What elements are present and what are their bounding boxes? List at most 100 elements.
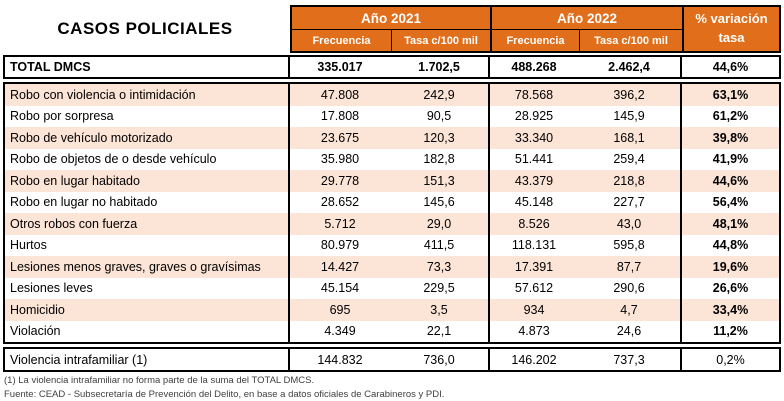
total-variation: 44,6%	[712, 60, 749, 74]
data-rows-block: Robo con violencia o intimidación 47.808 2…	[3, 82, 781, 344]
header-variation: % variación tasa	[684, 7, 779, 51]
table-row: Lesiones menos graves, graves o gravísim…	[5, 256, 779, 278]
rate-2022: 227,7	[578, 191, 682, 213]
vif-row-label: Violencia intrafamiliar (1)	[5, 349, 290, 370]
header-rate-2021: Tasa c/100 mil	[392, 29, 492, 51]
variation: 48,1%	[712, 216, 749, 231]
header-variation-line2: tasa	[718, 30, 745, 45]
rate-2022: 259,4	[578, 148, 682, 170]
row-label: Lesiones leves	[5, 277, 290, 299]
frequency-2022: 8.526	[518, 216, 550, 231]
rate-2021: 182,8	[390, 148, 490, 170]
rate-2022: 595,8	[578, 234, 682, 256]
row-label: Otros robos con fuerza	[5, 213, 290, 235]
frequency-2021: 5.712	[324, 216, 356, 231]
rate-2022: 290,6	[578, 277, 682, 299]
frequency-2021: 14.427	[320, 259, 360, 274]
frequency-2022: 51.441	[514, 152, 554, 167]
frequency-2021: 695	[329, 302, 351, 317]
row-label: Robo en lugar no habitado	[5, 191, 290, 213]
variation: 19,6%	[712, 259, 749, 274]
frequency-2021: 45.154	[320, 281, 360, 296]
row-label: Lesiones menos graves, graves o gravísim…	[5, 256, 290, 278]
vif-rate-2021: 736,0	[390, 349, 490, 370]
variation: 41,9%	[712, 152, 749, 167]
total-frequency-2022: 488.268	[511, 60, 557, 74]
frequency-2021: 80.979	[320, 238, 360, 253]
vif-variation: 0,2%	[716, 352, 745, 367]
variation: 11,2%	[713, 324, 748, 339]
variation: 61,2%	[712, 109, 749, 124]
rate-2022: 145,9	[578, 105, 682, 127]
frequency-2022: 43.379	[514, 173, 554, 188]
rate-2021: 3,5	[390, 299, 490, 321]
table-row: Homicidio 695 3,5 934 4,7 33,4%	[5, 299, 779, 321]
total-frequency-2021: 335.017	[317, 60, 363, 74]
table-header: Año 2021 Año 2022 % variación tasa Frecu…	[290, 5, 781, 53]
vif-frequency-2021: 144.832	[317, 352, 363, 367]
total-row-label: TOTAL DMCS	[5, 57, 290, 77]
row-label: Hurtos	[5, 234, 290, 256]
frequency-2021: 28.652	[320, 195, 360, 210]
table-row: Robo de objetos de o desde vehículo 35.98…	[5, 148, 779, 170]
frequency-2022: 934	[523, 302, 545, 317]
total-row: TOTAL DMCS 335.017 1.702,5 488.268 2.462…	[5, 57, 779, 77]
rate-2021: 411,5	[390, 234, 490, 256]
rate-2021: 73,3	[390, 256, 490, 278]
table-row: Hurtos 80.979 411,5 118.131 595,8 44,8%	[5, 234, 779, 256]
rate-2021: 22,1	[390, 320, 490, 342]
frequency-2021: 23.675	[320, 130, 360, 145]
header-frequency-2021: Frecuencia	[292, 29, 392, 51]
rate-2022: 87,7	[578, 256, 682, 278]
table-row: Robo en lugar no habitado 28.652 145,6 45.1…	[5, 191, 779, 213]
rate-2022: 218,8	[578, 170, 682, 192]
table-row: Otros robos con fuerza 5.712 29,0 8.526 43,0…	[5, 213, 779, 235]
row-label: Robo por sorpresa	[5, 105, 290, 127]
row-label: Robo con violencia o intimidación	[5, 84, 290, 106]
frequency-2021: 35.980	[320, 152, 360, 167]
footnote-source: Fuente: CEAD - Subsecretaría de Prevenci…	[4, 389, 445, 400]
header-frequency-2022: Frecuencia	[492, 29, 580, 51]
rate-2022: 43,0	[578, 213, 682, 235]
variation: 44,8%	[712, 238, 749, 253]
table-row: Robo con violencia o intimidación 47.808 2…	[5, 84, 779, 106]
variation: 39,8%	[712, 130, 749, 145]
frequency-2022: 33.340	[514, 130, 554, 145]
vif-row: Violencia intrafamiliar (1) 144.832 736,…	[5, 349, 779, 370]
total-rate-2022: 2.462,4	[578, 57, 682, 77]
row-label: Robo en lugar habitado	[5, 170, 290, 192]
rate-2021: 151,3	[390, 170, 490, 192]
rate-2021: 90,5	[390, 105, 490, 127]
frequency-2022: 28.925	[514, 109, 554, 124]
frequency-2022: 45.148	[514, 195, 554, 210]
row-label: Violación	[5, 320, 290, 342]
vif-row-block: Violencia intrafamiliar (1) 144.832 736,…	[3, 347, 781, 372]
frequency-2022: 118.131	[511, 238, 557, 253]
total-rate-2021: 1.702,5	[390, 57, 490, 77]
table-row: Robo por sorpresa 17.808 90,5 28.925 145,9 61…	[5, 105, 779, 127]
footnote-dmcs: (1) La violencia intrafamiliar no forma …	[4, 375, 315, 386]
rate-2022: 4,7	[578, 299, 682, 321]
rate-2021: 145,6	[390, 191, 490, 213]
rate-2022: 168,1	[578, 127, 682, 149]
header-year-2022: Año 2022	[492, 7, 684, 29]
rate-2021: 229,5	[390, 277, 490, 299]
frequency-2022: 78.568	[514, 87, 554, 102]
table-row: Robo de vehículo motorizado 23.675 120,3 33…	[5, 127, 779, 149]
rate-2022: 396,2	[578, 84, 682, 106]
variation: 33,4%	[712, 302, 749, 317]
row-label: Robo de objetos de o desde vehículo	[5, 148, 290, 170]
variation: 26,6%	[712, 281, 749, 296]
rate-2021: 120,3	[390, 127, 490, 149]
rate-2021: 242,9	[390, 84, 490, 106]
frequency-2021: 29.778	[320, 173, 360, 188]
variation: 56,4%	[712, 195, 749, 210]
row-label: Homicidio	[5, 299, 290, 321]
row-label: Robo de vehículo motorizado	[5, 127, 290, 149]
table-row: Violación 4.349 22,1 4.873 24,6 11,2%	[5, 320, 779, 342]
frequency-2021: 17.808	[320, 109, 360, 124]
table-row: Lesiones leves 45.154 229,5 57.612 290,6 26,6…	[5, 277, 779, 299]
frequency-2022: 57.612	[514, 281, 554, 296]
table-row: Robo en lugar habitado 29.778 151,3 43.379 2…	[5, 170, 779, 192]
